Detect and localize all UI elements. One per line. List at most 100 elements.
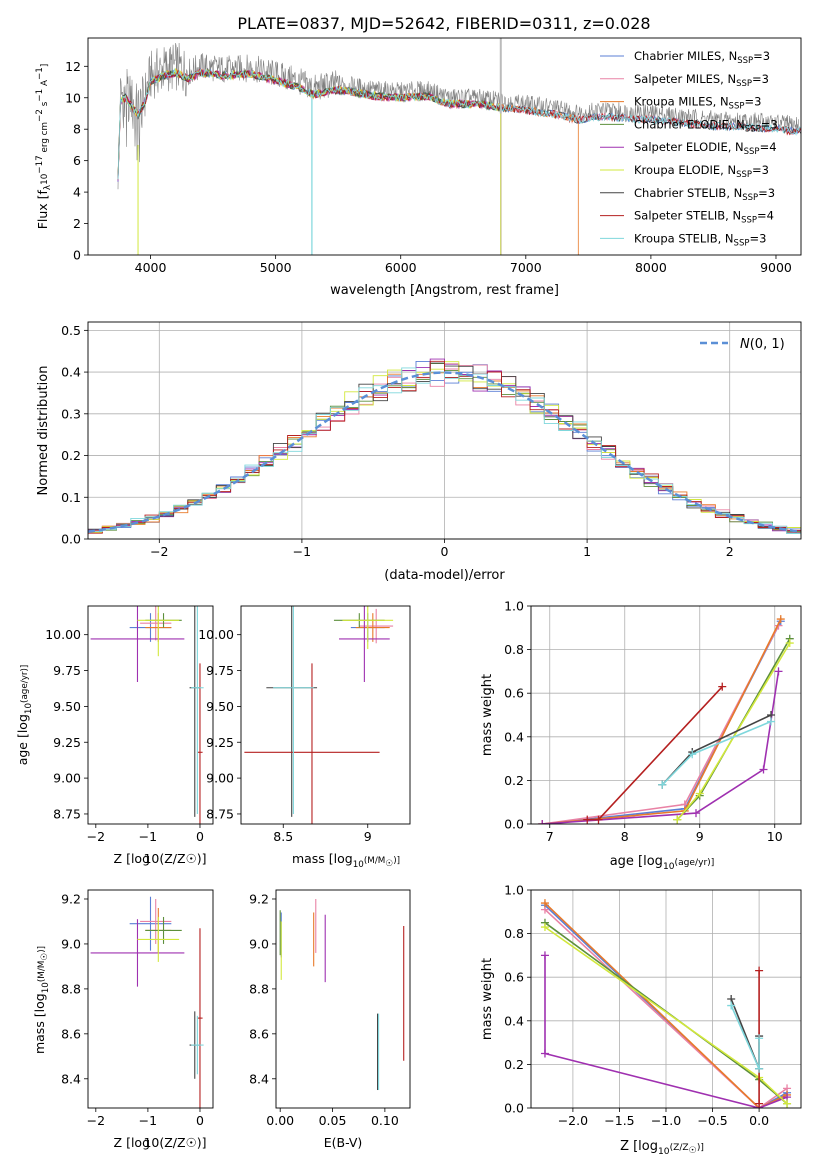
y-tick-label: 0.1 (61, 490, 81, 505)
weight-marker (695, 789, 704, 798)
weight-age-xlabel: age [log10(age/yr)] (610, 854, 715, 872)
y-tick-label: 0.6 (504, 970, 524, 985)
x-tick-label: 0.10 (371, 1113, 399, 1128)
model-fit-line (117, 67, 502, 255)
weight-marker (540, 899, 549, 908)
weight-marker (783, 1099, 792, 1108)
weight-marker (755, 1099, 764, 1108)
y-tick-label: 0.2 (61, 448, 81, 463)
weight-marker (718, 682, 727, 691)
x-tick-label: 8.5 (273, 829, 293, 844)
weight-line (544, 904, 788, 1108)
y-tick-label: 9.50 (206, 699, 234, 714)
y-tick-label: 4 (73, 185, 81, 200)
weight_vs_age-frame (530, 605, 802, 825)
x-tick-label: −1 (139, 1113, 157, 1128)
weight-marker (727, 1001, 736, 1010)
y-tick-label: 9.00 (53, 771, 81, 786)
y-tick-label: 9.2 (61, 891, 81, 906)
spectrum-plot (117, 38, 801, 255)
weight-marker (692, 809, 700, 818)
normal-reference-curve (88, 371, 801, 533)
y-tick-label: 0 (73, 248, 81, 263)
y-tick-label: 10 (65, 90, 81, 105)
weight_vs_age-ylabel: mass weight (480, 674, 495, 756)
x-tick-label: 0 (196, 829, 204, 844)
y-tick-label: 9.75 (206, 663, 234, 678)
y-tick-label: 8.6 (249, 1026, 269, 1041)
y-tick-label: 0.0 (504, 1101, 524, 1116)
spectrum-frame (87, 37, 802, 256)
x-tick-label: 1 (583, 544, 591, 559)
x-tick-label: 9 (696, 829, 704, 844)
weight-marker (776, 615, 785, 624)
x-tick-label: 8 (621, 829, 629, 844)
x-tick-label: 0.05 (319, 1113, 347, 1128)
legend-label: Kroupa STELIB, NSSP=3 (634, 231, 766, 248)
legend-label: Salpeter STELIB, NSSP=4 (634, 209, 774, 226)
x-tick-label: 8000 (635, 260, 667, 275)
y-tick-label: 8.4 (249, 1071, 269, 1086)
x-tick-label: 10 (767, 829, 783, 844)
histogram-line (88, 367, 801, 534)
mass_vs_ebv-plot (279, 898, 405, 1091)
y-tick-label: 9.2 (249, 891, 269, 906)
mass_vs_Z-frame (87, 889, 214, 1109)
y-tick-label: 8.6 (61, 1026, 81, 1041)
y-tick-label: 8.8 (61, 981, 81, 996)
y-tick-label: 0.8 (504, 926, 524, 941)
age_vs_mass-plot (244, 606, 394, 824)
y-tick-label: 10.00 (198, 627, 234, 642)
weight-line (730, 1005, 760, 1070)
age_vs_Z-frame (87, 605, 214, 825)
weight_vs_Z-plot (540, 899, 792, 1108)
legend-label: Kroupa MILES, NSSP=3 (634, 95, 761, 112)
y-tick-label: 0.3 (61, 406, 81, 421)
weight-marker (759, 765, 768, 774)
weight-line (544, 955, 788, 1108)
weight-line (542, 625, 780, 824)
y-tick-label: 0.2 (504, 1057, 524, 1072)
y-tick-label: 9.75 (53, 663, 81, 678)
residuals-plot (88, 358, 801, 536)
weight_vs_age-plot (538, 615, 794, 824)
y-tick-label: 9.00 (206, 771, 234, 786)
age_vs_Z-plot (90, 606, 204, 824)
y-tick-label: 0.6 (504, 686, 524, 701)
y-tick-label: 0.4 (504, 1013, 524, 1028)
age-z-ylabel: age [log10(age/yr)] (15, 665, 34, 766)
weight-marker (767, 717, 775, 726)
weight-marker (755, 1064, 764, 1073)
x-tick-label: −2 (87, 1113, 105, 1128)
x-tick-label: 0 (441, 544, 449, 559)
weight-line (542, 620, 782, 824)
spectrum-ylabel-group: Flux [fλ10−17 erg cm−2 s−1 A−1] (35, 64, 53, 230)
residuals-axes: −2 −1 0 1 2 0.0 0.1 0.2 0.3 0.4 0.5 (61, 322, 801, 559)
weight-marker (540, 951, 549, 960)
mass-ebv-xlabel: E(B-V) (324, 1135, 363, 1150)
observed-spectrum-line (117, 42, 799, 190)
weight-marker (673, 815, 682, 824)
model-fit-line (117, 68, 502, 255)
x-tick-label: 0 (196, 1113, 204, 1128)
weight-line (587, 686, 723, 821)
mass_vs_ebv-frame (275, 889, 411, 1109)
x-tick-label: 0.00 (266, 1113, 294, 1128)
x-tick-label: −1 (293, 544, 311, 559)
weight-marker (538, 820, 547, 824)
y-tick-label: 9.25 (53, 735, 81, 750)
mass-z-ylabel: mass [log10(M/M☉)] (32, 946, 51, 1054)
x-tick-label: 9000 (760, 260, 792, 275)
y-tick-label: 9.25 (206, 735, 234, 750)
x-tick-label: 7000 (510, 260, 542, 275)
legend-label: Kroupa ELODIE, NSSP=3 (634, 163, 769, 180)
y-tick-label: 6 (73, 153, 81, 168)
x-tick-label: 2 (726, 544, 734, 559)
x-tick-label: −2 (150, 544, 168, 559)
y-tick-label: 0.5 (61, 323, 81, 338)
mass_vs_Z-plot (90, 896, 204, 1108)
spectrum-axes: 4000 5000 6000 7000 8000 9000 0 2 4 6 8 10 12 (65, 59, 792, 275)
legend-label: Chabrier STELIB, NSSP=3 (634, 186, 775, 203)
y-tick-label: 0.8 (504, 642, 524, 657)
y-tick-label: 8.75 (53, 806, 81, 821)
